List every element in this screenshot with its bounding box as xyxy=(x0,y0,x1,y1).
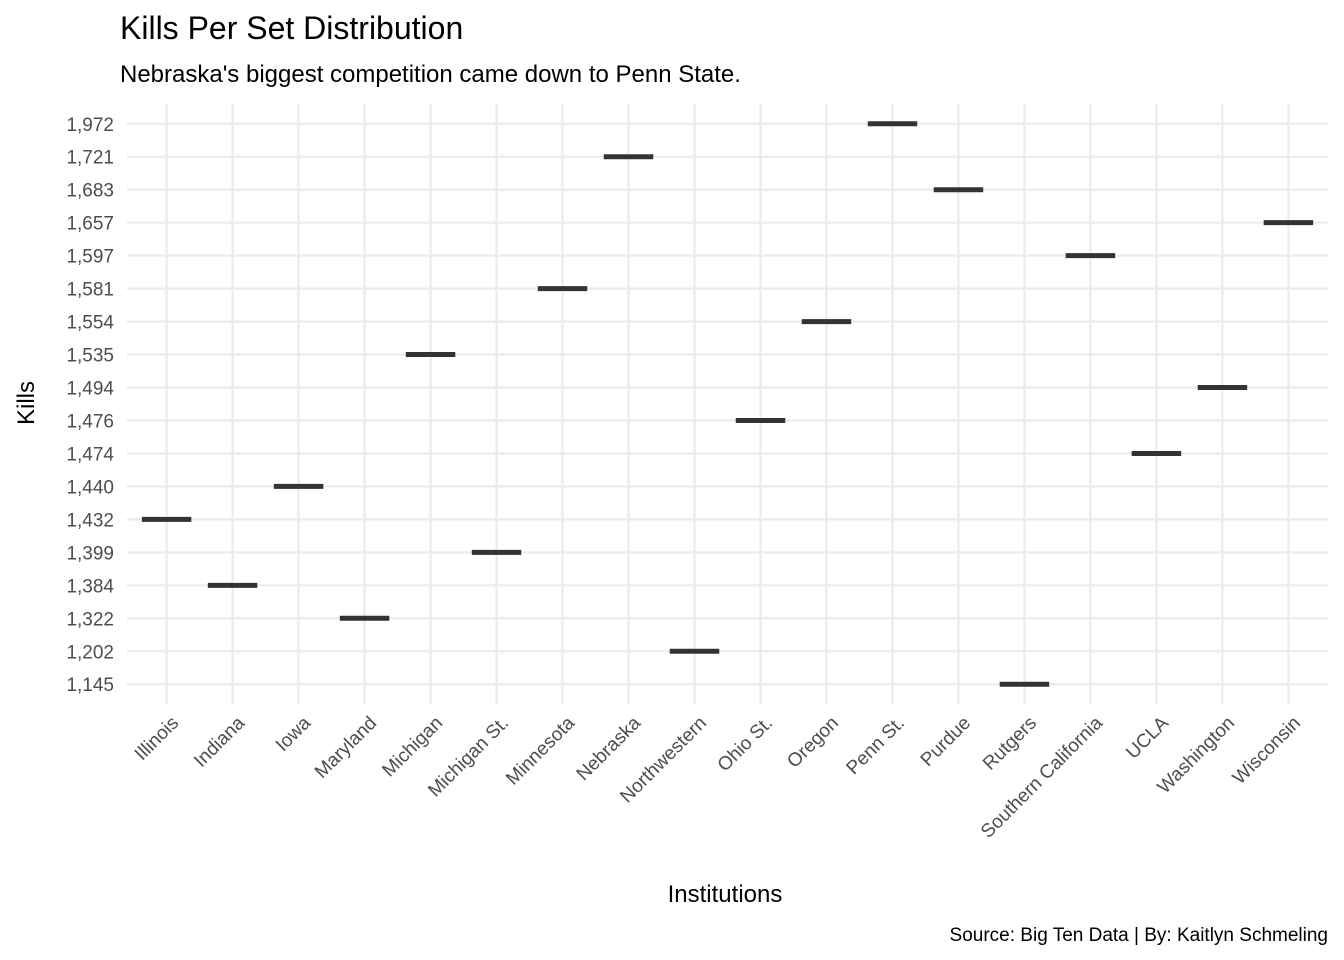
y-axis-tick-labels: 1,145 1,202 1,322 1,384 1,399 1,432 1,440 1,474… xyxy=(66,115,114,696)
x-axis-tick-labels: Illinois Indiana IowaMarylandMichiganMichi… xyxy=(131,712,1305,842)
y-tick-label: 1,384 xyxy=(66,576,114,597)
y-tick-label: 1,657 xyxy=(66,214,114,235)
y-tick-label: 1,474 xyxy=(66,444,114,465)
y-tick-label: 1,554 xyxy=(66,313,114,334)
x-tick-label: Iowa xyxy=(272,712,316,756)
y-tick-label: 1,535 xyxy=(66,346,114,367)
x-tick-label: Indiana xyxy=(190,712,249,771)
y-tick-label: 1,145 xyxy=(66,675,114,696)
y-tick-label: 1,440 xyxy=(66,477,114,498)
y-tick-label: 1,399 xyxy=(66,543,114,564)
y-tick-label: 1,322 xyxy=(66,609,114,630)
x-axis-title: Institutions xyxy=(668,881,783,908)
data-marks xyxy=(141,121,1314,687)
y-tick-label: 1,683 xyxy=(66,181,114,202)
chart-caption: Source: Big Ten Data | By: Kaitlyn Schme… xyxy=(950,925,1328,946)
x-tick-label: Michigan xyxy=(378,713,447,782)
chart-subtitle: Nebraska's biggest competition came down… xyxy=(120,61,741,88)
y-tick-label: 1,494 xyxy=(66,379,114,400)
x-tick-label: Oregon xyxy=(783,713,843,773)
y-axis-title: Kills xyxy=(13,381,40,425)
x-tick-label: Penn St. xyxy=(843,713,909,779)
y-tick-label: 1,597 xyxy=(66,247,114,268)
x-tick-label: Wisconsin xyxy=(1229,713,1305,789)
x-tick-label: Ohio St. xyxy=(714,713,777,776)
x-tick-label: Minnesota xyxy=(502,712,579,789)
y-tick-label: 1,202 xyxy=(66,642,114,663)
x-tick-label: Purdue xyxy=(917,713,975,771)
x-tick-label: Southern California xyxy=(977,712,1107,842)
grid-lines xyxy=(127,104,1328,704)
y-tick-label: 1,972 xyxy=(66,115,114,136)
x-tick-label: Illinois xyxy=(131,713,183,765)
y-tick-label: 1,432 xyxy=(66,510,114,531)
x-tick-label: Maryland xyxy=(311,713,381,783)
x-tick-label: UCLA xyxy=(1122,712,1173,763)
y-tick-label: 1,581 xyxy=(66,280,114,301)
y-tick-label: 1,476 xyxy=(66,411,114,432)
y-tick-label: 1,721 xyxy=(66,148,114,169)
x-tick-label: Rutgers xyxy=(979,713,1041,775)
chart-title: Kills Per Set Distribution xyxy=(120,10,463,46)
